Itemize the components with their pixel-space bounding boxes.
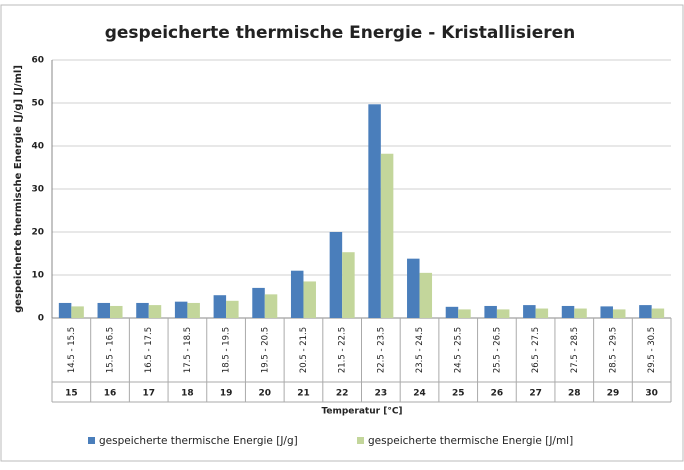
x-range-label: 18.5 - 19.5 [222,327,232,373]
bar [174,301,188,318]
bar [561,305,575,318]
x-tick-label: 22 [336,389,349,399]
bar [651,308,665,318]
x-range-label: 15.5 - 16.5 [106,327,116,373]
x-range-label: 19.5 - 20.5 [260,327,270,373]
legend-label: gespeicherte thermische Energie [J/ml] [368,435,573,447]
x-tick-label: 25 [452,389,465,399]
x-range-label: 29.5 - 30.5 [647,327,657,373]
bar [110,305,123,318]
x-range-label: 24.5 - 25.5 [454,327,464,373]
x-range-label: 28.5 - 29.5 [608,327,618,373]
x-range-label: 26.5 - 27.5 [531,327,541,373]
x-tick-label: 19 [220,389,233,399]
bar [368,104,381,318]
x-tick-label: 15 [65,389,78,399]
x-range-label: 27.5 - 28.5 [570,327,580,373]
x-tick-label: 20 [259,389,272,399]
y-tick-label: 30 [31,185,44,195]
bar [97,302,111,318]
y-tick-label: 10 [31,271,44,281]
bar [445,306,459,318]
bar [535,308,549,318]
bar [484,305,497,318]
bar [303,281,316,318]
bar [187,302,200,318]
y-tick-label: 60 [31,56,44,66]
x-tick-label: 28 [568,389,581,399]
bar [574,308,587,318]
x-range-label: 25.5 - 26.5 [492,327,502,373]
x-tick-label: 18 [181,389,194,399]
x-tick-label: 26 [491,389,504,399]
x-range-label: 14.5 - 15.5 [67,327,77,373]
bar [148,305,162,318]
bar [523,305,536,318]
x-tick-label: 23 [375,389,388,399]
legend-swatch [357,437,364,444]
x-range-label: 16.5 - 17.5 [144,327,154,373]
bar [639,305,652,318]
bar [600,306,613,318]
bar [419,272,433,318]
bar [252,287,265,318]
x-range-label: 21.5 - 22.5 [338,327,348,373]
bar [407,258,420,318]
x-axis-title: Temperatur [°C] [321,407,402,417]
x-tick-label: 29 [607,389,620,399]
bar [329,232,343,318]
y-tick-label: 40 [31,142,44,152]
bar [58,302,72,318]
x-tick-label: 27 [529,389,542,399]
x-tick-label: 21 [297,389,310,399]
chart-title: gespeicherte thermische Energie - Krista… [105,23,576,43]
x-range-label: 17.5 - 18.5 [183,327,193,373]
x-tick-label: 24 [413,389,426,399]
bar [71,306,84,318]
y-axis-title: gespeicherte thermische Energie [J/g] [J… [13,65,24,313]
x-range-label: 23.5 - 24.5 [415,327,425,373]
bar [380,153,394,318]
bar [226,300,239,318]
x-tick-label: 17 [142,389,155,399]
x-range-label: 20.5 - 21.5 [299,327,309,373]
x-tick-label: 16 [104,389,117,399]
x-tick-label: 30 [645,389,658,399]
bar [264,294,278,318]
legend-swatch [88,437,95,444]
y-tick-label: 0 [38,314,44,324]
bar [612,309,626,318]
bar [458,309,471,318]
bar [496,309,510,318]
legend-label: gespeicherte thermische Energie [J/g] [99,435,298,447]
y-tick-label: 50 [31,99,44,109]
bar [213,295,227,318]
y-tick-label: 20 [31,228,44,238]
bar [342,252,355,318]
bar [290,270,304,318]
x-range-label: 22.5 - 23.5 [376,327,386,373]
bar [136,302,149,318]
